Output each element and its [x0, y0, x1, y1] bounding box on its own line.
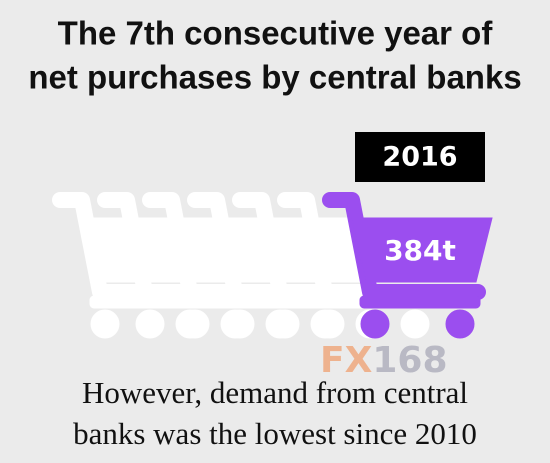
- footer-line: banks was the lowest since 2010: [73, 416, 477, 451]
- watermark-part: 168: [372, 340, 447, 381]
- amount: 384t: [384, 234, 456, 267]
- watermark: FX168: [320, 340, 448, 381]
- title-line: net purchases by central banks: [28, 59, 521, 96]
- year: 2016: [382, 142, 457, 173]
- watermark-part: FX: [320, 340, 373, 381]
- year-box: [355, 132, 485, 182]
- footer-line: However, demand from central: [82, 375, 468, 410]
- title-line: The 7th consecutive year of: [58, 15, 494, 52]
